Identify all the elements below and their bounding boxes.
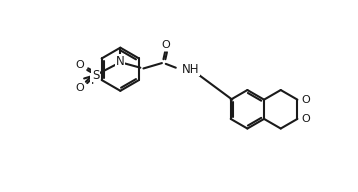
Text: N: N: [116, 55, 125, 68]
Text: F: F: [91, 74, 97, 87]
Text: O: O: [301, 114, 310, 124]
Text: S: S: [92, 69, 100, 82]
Text: O: O: [75, 84, 84, 94]
Text: O: O: [161, 40, 170, 50]
Text: NH: NH: [182, 63, 199, 76]
Text: O: O: [301, 95, 310, 105]
Text: O: O: [75, 60, 84, 70]
